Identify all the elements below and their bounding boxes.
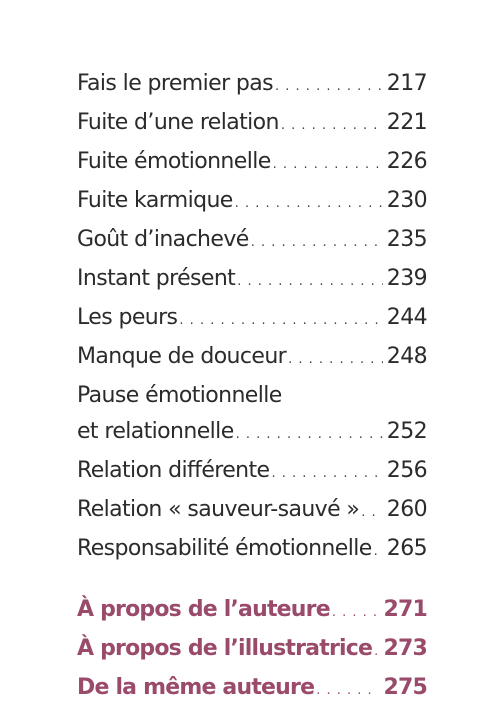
toc-entry[interactable]: Fuite d’une relation 221: [77, 105, 428, 144]
appendix-entry[interactable]: De la même auteure 275: [77, 670, 428, 709]
dot-leader: [236, 417, 383, 453]
appendix-entry-title: À propos de l’illustratrice: [77, 636, 373, 661]
dot-leader: [273, 147, 383, 183]
dot-leader: [271, 456, 382, 492]
toc-entry[interactable]: et relationnelle 252: [77, 414, 428, 453]
toc-entry-title: Fuite d’une relation: [77, 110, 279, 135]
toc-entry-page: 239: [386, 266, 428, 291]
toc-entry-title: Manque de douceur: [77, 344, 287, 369]
dot-leader: [179, 303, 382, 339]
toc-entry-page: 221: [386, 110, 428, 135]
toc-entry-page: 256: [386, 458, 428, 483]
toc-entry-page: 248: [386, 344, 428, 369]
toc-entry[interactable]: Relation différente 256: [77, 453, 428, 492]
toc-entry-page: 260: [386, 497, 428, 522]
toc-entry-title: Instant présent: [77, 266, 236, 291]
dot-leader: [374, 534, 383, 570]
section-gap: [77, 570, 427, 592]
appendix-entry-title: À propos de l’auteure: [77, 597, 331, 622]
toc-entry-first-line[interactable]: Pause émotionnelle: [77, 378, 427, 414]
appendix-entry[interactable]: À propos de l’auteure 271: [77, 592, 428, 631]
toc-entry-title: Goût d’inachevé: [77, 227, 249, 252]
toc-entry-title: Fuite karmique: [77, 188, 233, 213]
dot-leader: [374, 634, 379, 670]
appendix-entry-page: 275: [383, 675, 427, 700]
toc-entry[interactable]: Manque de douceur 248: [77, 339, 428, 378]
dot-leader: [251, 225, 383, 261]
toc-entry-title: Les peurs: [77, 305, 178, 330]
toc-entry-title: Responsabilité émotionnelle: [77, 536, 372, 561]
toc-entry[interactable]: Goût d’inachevé 235: [77, 222, 428, 261]
toc-entry[interactable]: Responsabilité émotionnelle 265: [77, 531, 428, 570]
dot-leader: [332, 595, 380, 631]
toc-entry[interactable]: Les peurs 244: [77, 300, 428, 339]
toc-entry[interactable]: Fuite karmique 230: [77, 183, 428, 222]
toc-entry-title: Relation « sauveur-sauvé »: [77, 497, 360, 522]
appendix-entry-page: 271: [383, 597, 427, 622]
dot-leader: [235, 186, 383, 222]
dot-leader: [316, 673, 379, 709]
toc-entry-title: Fais le premier pas: [77, 71, 274, 96]
dot-leader: [361, 495, 383, 531]
toc-entry[interactable]: Fuite émotionnelle 226: [77, 144, 428, 183]
toc-entry-page: 235: [386, 227, 428, 252]
dot-leader: [288, 342, 383, 378]
toc-entry[interactable]: Relation « sauveur-sauvé » 260: [77, 492, 428, 531]
toc-entry-page: 226: [386, 149, 428, 174]
toc-entry-title: Fuite émotionnelle: [77, 149, 271, 174]
appendix-entry-page: 273: [383, 636, 427, 661]
toc-entry-title-line1: Pause émotionnelle: [77, 383, 282, 408]
appendix-entry-title: De la même auteure: [77, 675, 315, 700]
appendix-entry[interactable]: À propos de l’illustratrice 273: [77, 631, 428, 670]
toc-entry-page: 217: [386, 71, 428, 96]
toc-entry-page: 265: [386, 536, 428, 561]
toc-entry-title-line2: et relationnelle: [77, 419, 234, 444]
table-of-contents: Fais le premier pas 217 Fuite d’une rela…: [77, 66, 428, 709]
dot-leader: [275, 69, 383, 105]
toc-entry-title: Relation différente: [77, 458, 270, 483]
toc-entry[interactable]: Fais le premier pas 217: [77, 66, 428, 105]
dot-leader: [281, 108, 383, 144]
toc-entry-page: 252: [386, 419, 428, 444]
toc-entry-page: 244: [386, 305, 428, 330]
dot-leader: [237, 264, 383, 300]
toc-entry-page: 230: [386, 188, 428, 213]
toc-entry[interactable]: Instant présent 239: [77, 261, 428, 300]
